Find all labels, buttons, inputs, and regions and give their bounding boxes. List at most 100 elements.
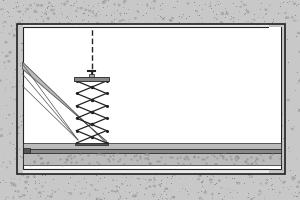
Circle shape: [1, 9, 2, 10]
Circle shape: [37, 4, 39, 6]
Circle shape: [30, 5, 31, 6]
Bar: [0, 0, 300, 24]
Circle shape: [210, 179, 212, 180]
Circle shape: [139, 178, 140, 179]
Circle shape: [221, 187, 222, 188]
Circle shape: [13, 183, 15, 185]
Circle shape: [18, 127, 19, 128]
Circle shape: [89, 194, 90, 195]
Circle shape: [39, 192, 41, 193]
Circle shape: [287, 17, 289, 18]
Circle shape: [251, 198, 253, 200]
Circle shape: [204, 192, 206, 193]
Circle shape: [196, 11, 197, 12]
Circle shape: [221, 22, 223, 23]
Circle shape: [287, 99, 289, 100]
Circle shape: [0, 80, 1, 81]
Circle shape: [34, 11, 37, 12]
Circle shape: [53, 13, 55, 14]
Circle shape: [277, 96, 278, 97]
Circle shape: [279, 140, 281, 141]
Circle shape: [149, 179, 151, 181]
Circle shape: [112, 180, 114, 181]
Circle shape: [26, 177, 28, 178]
Circle shape: [42, 186, 43, 187]
Circle shape: [293, 177, 295, 179]
Circle shape: [209, 6, 211, 7]
Circle shape: [251, 176, 253, 177]
Circle shape: [154, 185, 156, 187]
Circle shape: [85, 9, 86, 10]
Text: 11: 11: [242, 83, 254, 92]
Circle shape: [19, 11, 21, 12]
Circle shape: [9, 52, 11, 53]
Circle shape: [64, 4, 66, 5]
Circle shape: [11, 183, 13, 184]
Circle shape: [1, 129, 2, 130]
Bar: [0, 24, 22, 174]
Circle shape: [51, 5, 52, 6]
Circle shape: [51, 9, 53, 11]
Circle shape: [19, 196, 20, 197]
Bar: [22, 27, 281, 169]
Text: 8: 8: [176, 45, 182, 53]
Circle shape: [40, 5, 43, 6]
Circle shape: [16, 7, 17, 8]
Circle shape: [124, 0, 126, 2]
Bar: [22, 149, 281, 153]
Circle shape: [5, 41, 6, 42]
Circle shape: [116, 190, 118, 191]
Text: 22: 22: [176, 60, 188, 70]
Circle shape: [102, 2, 105, 3]
Circle shape: [12, 87, 13, 88]
Circle shape: [146, 188, 147, 189]
Circle shape: [70, 193, 72, 194]
Circle shape: [294, 20, 295, 21]
Circle shape: [298, 80, 300, 82]
Bar: [74, 77, 109, 81]
Circle shape: [9, 33, 10, 34]
Circle shape: [298, 181, 300, 183]
Circle shape: [25, 188, 26, 189]
Circle shape: [285, 12, 286, 13]
Circle shape: [298, 110, 300, 111]
Polygon shape: [22, 62, 106, 143]
Circle shape: [6, 55, 8, 57]
Circle shape: [135, 18, 136, 19]
Circle shape: [120, 13, 121, 14]
Circle shape: [26, 8, 28, 10]
Circle shape: [170, 20, 172, 21]
Circle shape: [4, 62, 5, 63]
Circle shape: [112, 21, 113, 22]
Circle shape: [298, 32, 300, 34]
Circle shape: [95, 189, 96, 190]
Circle shape: [104, 0, 106, 1]
Circle shape: [122, 20, 123, 21]
Circle shape: [150, 186, 151, 187]
Circle shape: [133, 195, 135, 197]
Circle shape: [147, 5, 148, 6]
Bar: [16, 24, 285, 174]
Circle shape: [199, 175, 201, 176]
Circle shape: [275, 124, 277, 125]
Circle shape: [247, 12, 249, 13]
Bar: [22, 153, 281, 165]
Circle shape: [237, 182, 239, 184]
Bar: [268, 24, 300, 174]
Circle shape: [291, 128, 293, 129]
Circle shape: [67, 1, 68, 2]
Circle shape: [50, 196, 52, 197]
Circle shape: [248, 174, 250, 175]
Circle shape: [283, 182, 285, 183]
Circle shape: [260, 183, 261, 184]
Circle shape: [119, 21, 121, 22]
Circle shape: [165, 188, 167, 189]
Circle shape: [281, 114, 282, 115]
Circle shape: [14, 185, 16, 186]
Circle shape: [259, 194, 260, 195]
Bar: [268, 27, 280, 169]
Circle shape: [16, 99, 17, 100]
Circle shape: [47, 18, 49, 19]
Circle shape: [286, 17, 287, 18]
Circle shape: [212, 194, 213, 195]
